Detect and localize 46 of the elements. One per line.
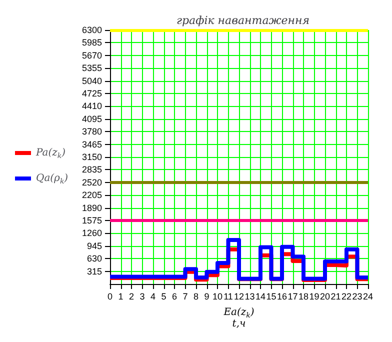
x-tick-label: 21: [330, 292, 341, 302]
y-tick-label: 2520: [82, 177, 102, 188]
x-tick-label: 0: [107, 292, 113, 302]
x-tick-label: 3: [140, 292, 145, 302]
y-tick-label: 1260: [82, 228, 102, 238]
x-tick-label: 7: [182, 292, 188, 302]
y-tick-label: 315: [86, 266, 102, 276]
y-tick-label: 945: [86, 240, 102, 251]
y-tick-label: 4410: [82, 101, 102, 112]
x-tick-label: 11: [224, 292, 233, 302]
y-tick-label: 630: [86, 254, 102, 264]
y-tick-label: 3780: [82, 126, 102, 137]
y-tick-label: 2205: [82, 190, 102, 200]
x-tick-label: 1: [118, 292, 124, 302]
x-tick-label: 15: [266, 292, 276, 302]
y-tick-label: 2835: [82, 164, 102, 175]
y-tick-label: 3465: [82, 139, 102, 150]
x-tick-label: 8: [193, 292, 199, 302]
y-tick-label: 4725: [82, 88, 102, 98]
y-tick-label: 5040: [82, 76, 102, 86]
x-tick-label: 19: [309, 292, 320, 302]
x-tick-label: 22: [341, 292, 352, 302]
y-tick-label: 6300: [82, 25, 102, 35]
x-tick-label: 24: [362, 292, 374, 302]
y-tick-label: 5985: [82, 38, 102, 48]
x-tick-label: 6: [172, 292, 178, 302]
x-tick-label: 14: [255, 292, 266, 302]
x-tick-label: 13: [244, 292, 255, 302]
y-tick-label: 5670: [82, 50, 102, 60]
x-tick-label: 17: [288, 292, 298, 302]
x-tick-label: 10: [212, 292, 223, 302]
y-tick-label: 1890: [82, 202, 102, 213]
x-tick-label: 18: [298, 292, 309, 302]
x-tick-label: 2: [128, 292, 134, 302]
y-tick-label: 3150: [82, 152, 102, 162]
x-tick-label: 20: [320, 292, 330, 302]
x-tick-label: 16: [276, 292, 288, 302]
y-tick-label: 4095: [82, 114, 102, 124]
x-tick-label: 23: [352, 292, 362, 302]
y-tick-label: 1575: [82, 216, 102, 226]
x-tick-label: 12: [234, 292, 244, 302]
x-tick-label: 5: [161, 292, 166, 302]
chart-title: графік навантаження: [176, 14, 310, 27]
x-tick-label: 9: [204, 292, 210, 302]
y-tick-label: 5355: [82, 63, 102, 74]
x-tick-label: 4: [150, 292, 156, 302]
